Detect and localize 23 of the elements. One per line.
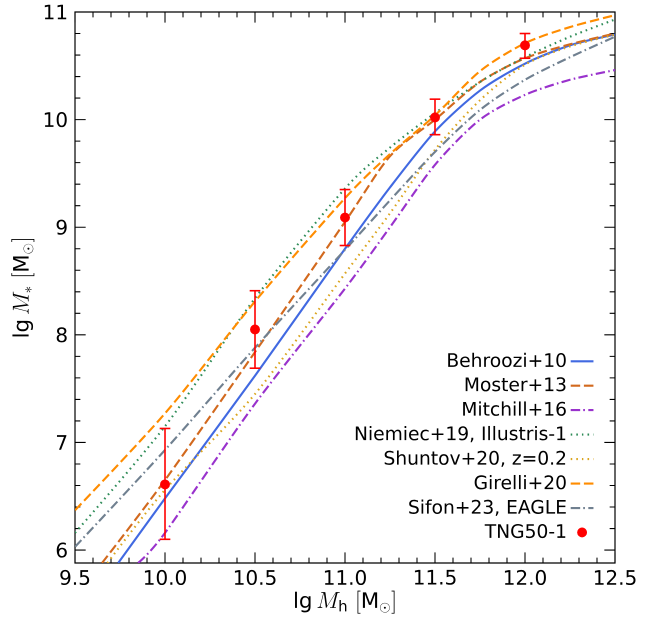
x-tick-label: 11.0	[324, 570, 366, 586]
x-tick-label: 11.5	[414, 570, 456, 585]
x-tick-label: 10.5	[234, 570, 276, 586]
x-axis-title: $\lg M_\mathrm{h}\ [\mathrm{M}_\odot]$	[295, 590, 395, 614]
legend-label: Behroozi+10	[448, 352, 566, 368]
y-tick-label: 8	[56, 327, 67, 342]
y-tick-label: 11	[44, 4, 66, 20]
x-tick-label: 10.0	[144, 570, 186, 586]
legend-label: Shuntov+20, z=0.2	[384, 450, 566, 467]
legend-label: Sifon+23, EAGLE	[409, 499, 566, 516]
x-tick-label: 12.0	[504, 570, 546, 586]
x-tick-label: 9.5	[60, 570, 90, 586]
legend-label: Mitchill+16	[463, 401, 566, 416]
y-tick-label: 7	[56, 435, 66, 450]
y-tick-label: 9	[56, 220, 67, 235]
y-tick-label: 6	[56, 542, 67, 558]
y-tick-label: 10	[44, 112, 67, 128]
legend-label: Niemiec+19, Illustris-1	[356, 426, 566, 442]
legend-label: Girelli+20	[474, 474, 566, 490]
y-axis-title: $\lg M_*\ [\mathrm{M}_\odot]$	[11, 239, 34, 336]
legend-label: TNG50-1	[484, 524, 566, 538]
legend-label: Moster+13	[466, 377, 566, 392]
x-tick-label: 12.5	[594, 570, 636, 586]
